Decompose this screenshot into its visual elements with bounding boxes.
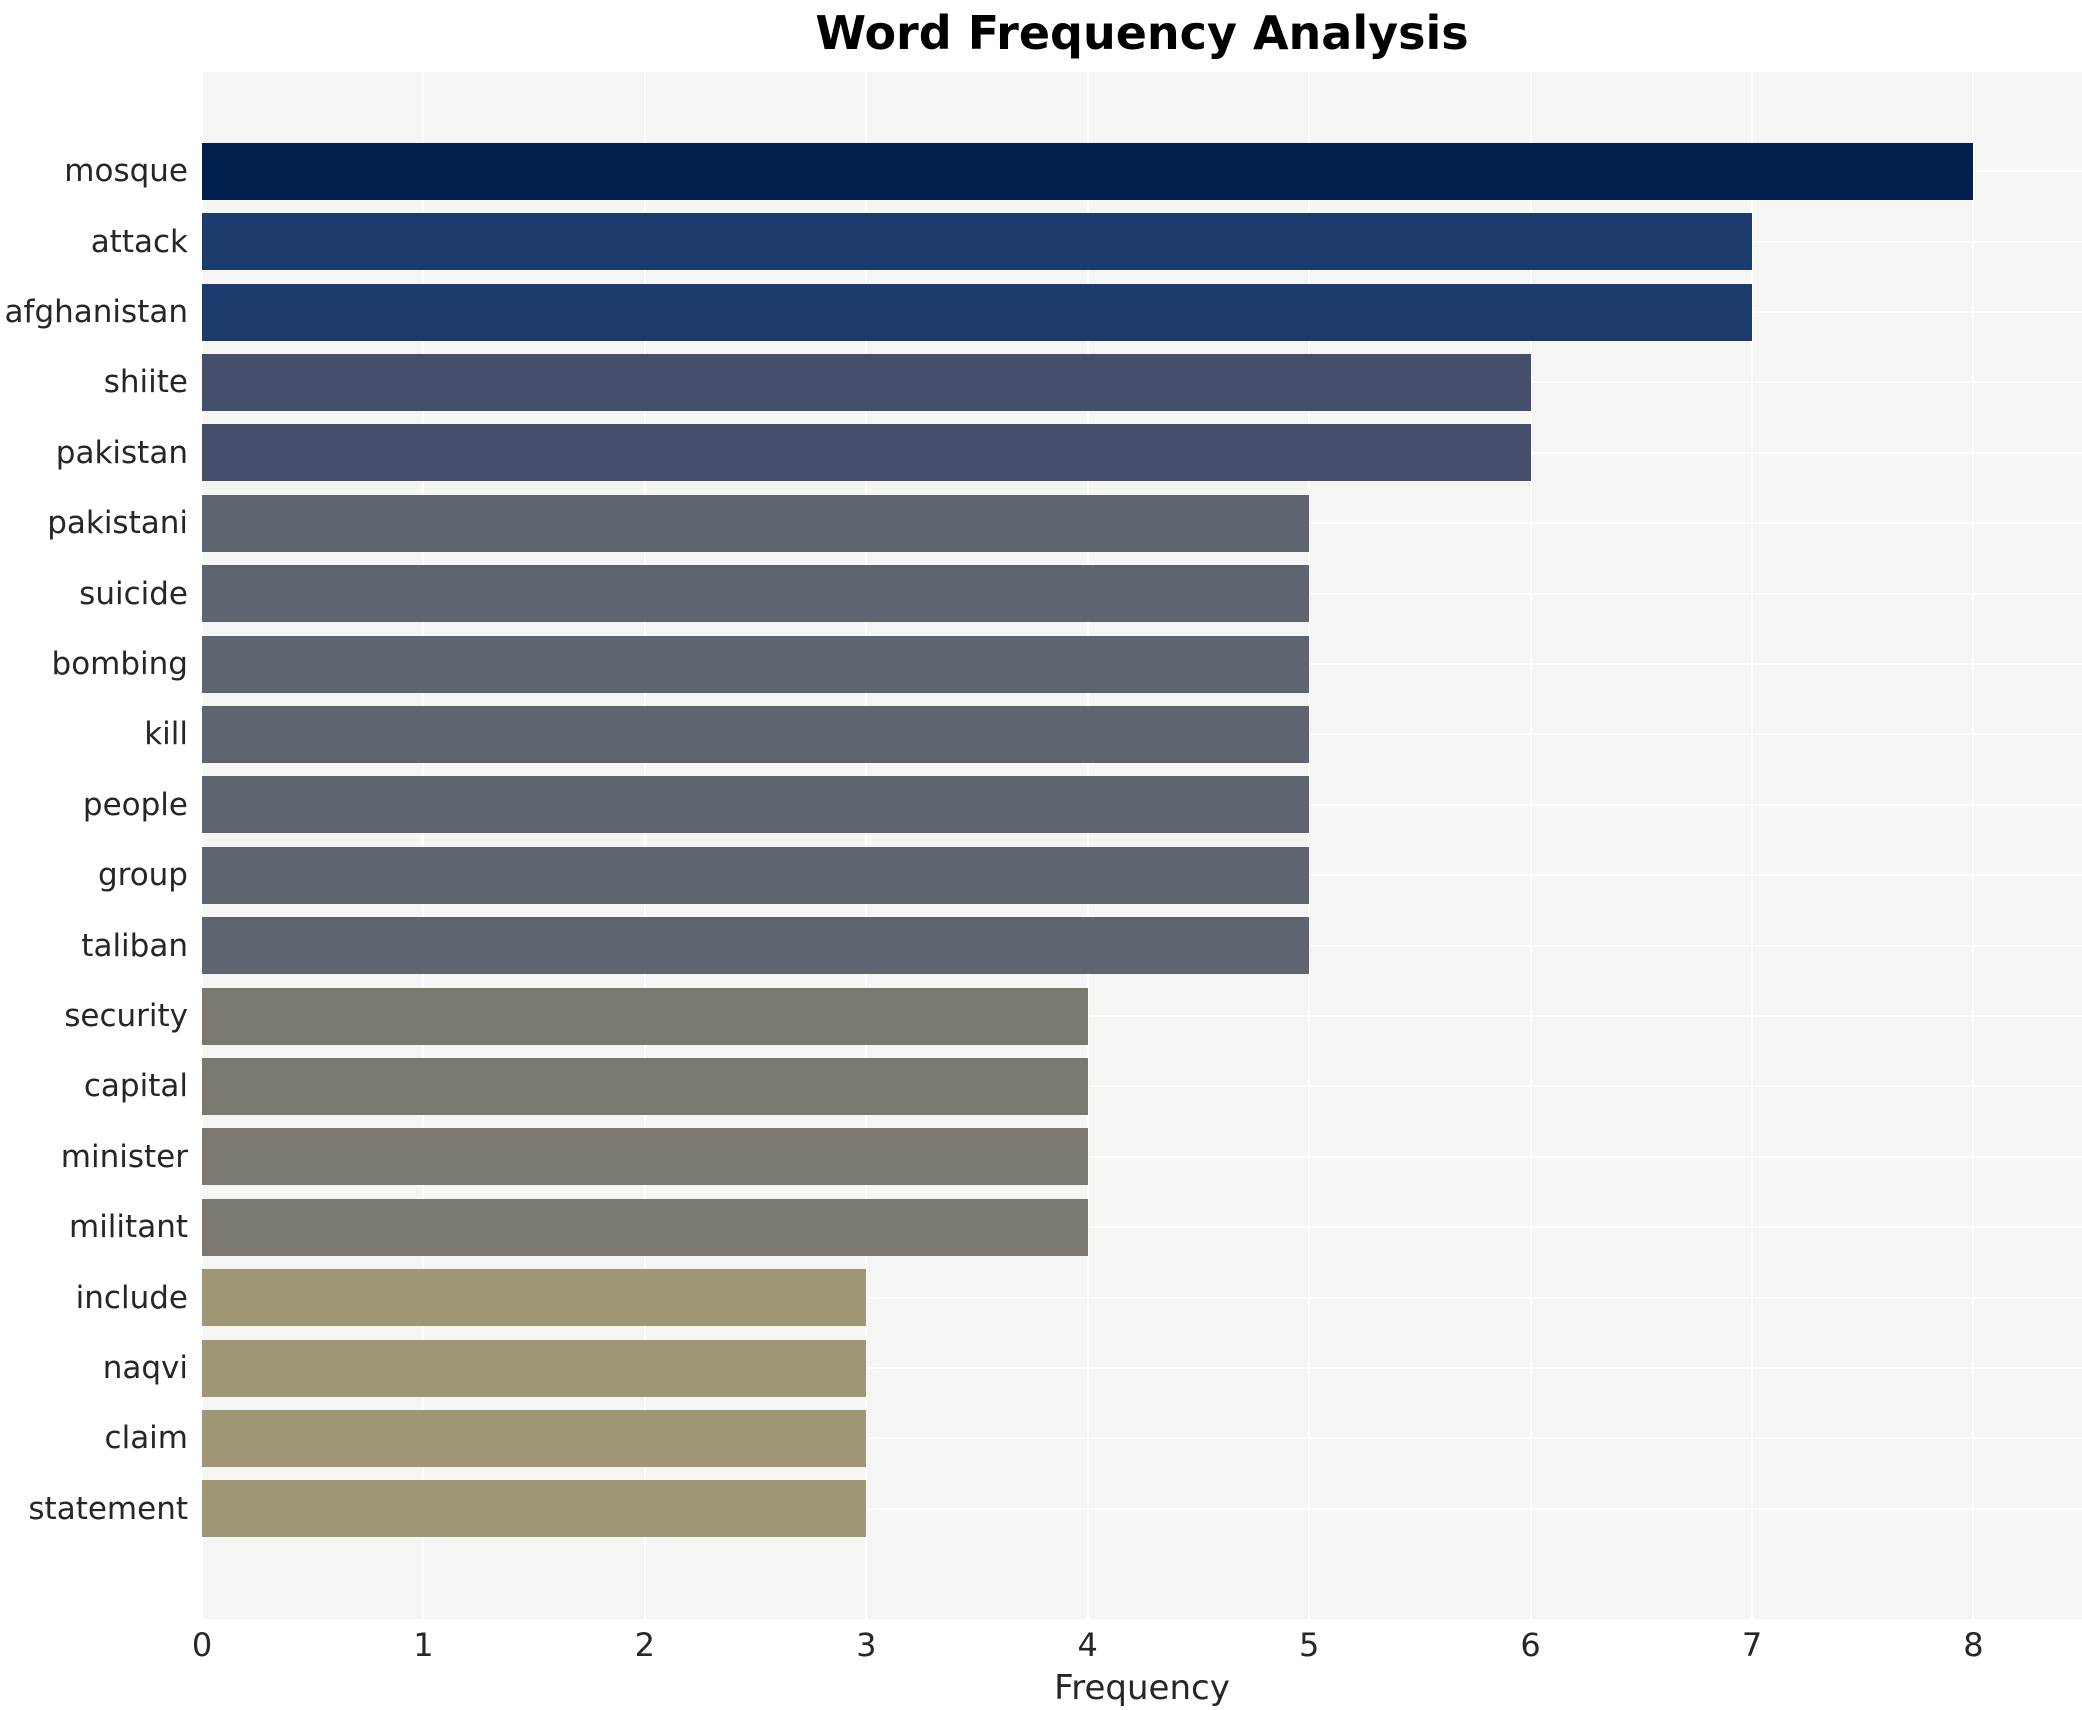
bar	[202, 1128, 1088, 1186]
y-axis-label: include	[75, 1279, 188, 1316]
y-axis-label: attack	[90, 223, 188, 260]
bar	[202, 1339, 867, 1397]
x-axis-tick-label: 8	[1963, 1626, 1984, 1664]
bar	[202, 1057, 1088, 1115]
bar	[202, 353, 1531, 411]
bar	[202, 565, 1310, 623]
y-axis-label: suicide	[79, 575, 188, 612]
y-axis-label: mosque	[64, 153, 188, 190]
y-axis-label: naqvi	[102, 1350, 188, 1386]
plot-area	[201, 72, 2082, 1619]
x-axis-tick-label: 0	[191, 1626, 213, 1664]
y-axis-label: pakistani	[47, 505, 188, 542]
y-axis-label: bombing	[51, 646, 188, 682]
y-axis-label: militant	[69, 1209, 188, 1246]
gridline-horizontal	[202, 1296, 2082, 1299]
bar	[202, 1198, 1088, 1256]
bar	[202, 142, 1974, 200]
bar	[202, 213, 1753, 271]
x-axis-tick-label: 6	[1520, 1626, 1541, 1664]
y-axis-label: claim	[104, 1420, 188, 1457]
y-axis-label: shiite	[103, 364, 188, 401]
gridline-vertical	[865, 72, 868, 1619]
y-axis-label: afghanistan	[4, 294, 188, 330]
bar	[202, 283, 1753, 341]
x-axis-tick-label: 3	[856, 1626, 877, 1664]
gridline-vertical	[422, 72, 425, 1619]
bar	[202, 494, 1310, 552]
gridline-horizontal	[202, 1015, 2082, 1017]
y-axis-label: taliban	[81, 927, 188, 964]
y-axis-label: people	[82, 786, 188, 823]
bar	[202, 424, 1531, 482]
y-axis-label: kill	[144, 716, 188, 753]
gridline-vertical	[1086, 72, 1089, 1619]
bar	[202, 1269, 867, 1327]
chart-title: Word Frequency Analysis	[815, 6, 1469, 60]
y-axis-label: minister	[60, 1138, 188, 1175]
x-axis-title: Frequency	[1054, 1668, 1230, 1708]
bar	[202, 705, 1310, 763]
gridline-horizontal	[202, 1085, 2082, 1088]
y-axis-label: group	[97, 857, 188, 894]
y-axis-label: capital	[83, 1068, 188, 1105]
gridline-horizontal	[202, 1507, 2082, 1510]
x-axis-tick-label: 2	[634, 1626, 656, 1664]
y-axis-label: statement	[28, 1490, 188, 1527]
x-axis-tick-label: 4	[1077, 1626, 1098, 1664]
y-axis-label: pakistan	[55, 434, 188, 471]
bar	[202, 987, 1088, 1045]
bar	[202, 1480, 867, 1538]
x-axis-tick-label: 5	[1298, 1626, 1320, 1664]
gridline-horizontal	[202, 1437, 2082, 1440]
bar	[202, 917, 1310, 975]
bar	[202, 635, 1310, 693]
gridline-horizontal	[202, 1155, 2082, 1158]
gridline-horizontal	[202, 1226, 2082, 1229]
gridline-vertical	[1308, 72, 1311, 1619]
gridline-vertical	[201, 72, 203, 1619]
bar	[202, 846, 1310, 904]
gridline-horizontal	[202, 1367, 2082, 1369]
gridline-vertical	[1972, 72, 1975, 1619]
x-axis-tick-label: 1	[413, 1626, 434, 1664]
gridline-vertical	[643, 72, 646, 1619]
bar	[202, 1409, 867, 1467]
y-axis-label: security	[64, 998, 188, 1034]
bar	[202, 776, 1310, 834]
gridline-vertical	[1751, 72, 1754, 1619]
gridline-vertical	[1529, 72, 1532, 1619]
x-axis-tick-label: 7	[1741, 1626, 1763, 1664]
